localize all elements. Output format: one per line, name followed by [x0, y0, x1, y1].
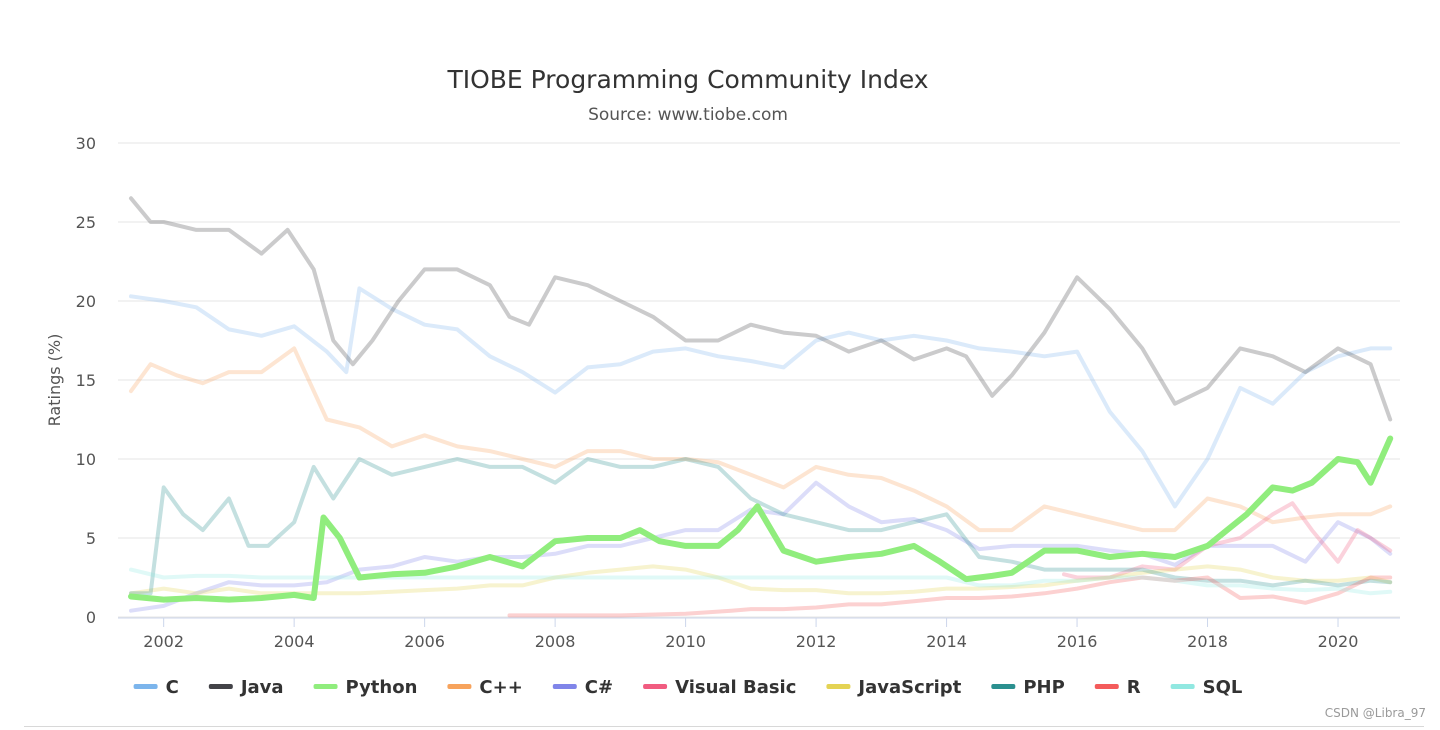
y-tick-label: 15	[76, 371, 96, 390]
x-tick-label: 2020	[1318, 632, 1359, 651]
x-tick-label: 2002	[143, 632, 184, 651]
y-tick-label: 25	[76, 213, 96, 232]
grid-lines	[118, 142, 1400, 618]
x-tick-label: 2014	[926, 632, 967, 651]
series-line-r[interactable]	[507, 575, 1393, 618]
legend-swatch[interactable]	[643, 684, 668, 689]
chart-subtitle: Source: www.tiobe.com	[588, 105, 788, 125]
legend-swatch[interactable]	[447, 684, 472, 689]
legend-label-visual-basic[interactable]: Visual Basic	[675, 677, 796, 698]
series-line-python[interactable]	[128, 435, 1394, 603]
series-line-c-[interactable]	[129, 346, 1393, 533]
legend: C Java Python C++ C# Visual Basic JavaScript PH…	[133, 677, 1243, 698]
series-line-visual-basic[interactable]	[1062, 501, 1393, 580]
y-tick-label: 10	[76, 450, 96, 469]
legend-label-r[interactable]: R	[1127, 677, 1141, 698]
x-tick-label: 2012	[796, 632, 837, 651]
y-tick-label: 30	[76, 134, 96, 153]
legend-swatch[interactable]	[1170, 684, 1195, 689]
series-line-javascript[interactable]	[129, 564, 1393, 596]
series-line-c[interactable]	[129, 286, 1393, 509]
legend-label-c-[interactable]: C#	[585, 677, 613, 698]
x-axis: 2002 2004 2006 2008 2010 2012 2014 2016 2018 2020	[118, 617, 1400, 651]
series-line-php[interactable]	[129, 457, 1393, 596]
legend-label-php[interactable]: PHP	[1023, 677, 1064, 698]
y-tick-label: 5	[86, 529, 96, 548]
legend-label-javascript[interactable]: JavaScript	[856, 677, 961, 698]
x-tick-label: 2010	[665, 632, 706, 651]
series-line-sql[interactable]	[129, 567, 1393, 596]
x-tick-label: 2006	[404, 632, 445, 651]
x-tick-label: 2004	[274, 632, 315, 651]
x-tick-label: 2008	[535, 632, 576, 651]
legend-label-python[interactable]: Python	[346, 677, 418, 698]
y-axis-label: Ratings (%)	[45, 334, 64, 427]
legend-label-c-[interactable]: C++	[479, 677, 522, 698]
y-axis-ticks: 0 5 10 15 20 25 30	[76, 134, 96, 627]
chart-title: TIOBE Programming Community Index	[446, 65, 928, 94]
legend-swatch[interactable]	[313, 684, 338, 689]
legend-label-c[interactable]: C	[166, 677, 179, 698]
y-tick-label: 20	[76, 292, 96, 311]
legend-label-java[interactable]: Java	[239, 677, 284, 698]
legend-swatch[interactable]	[991, 684, 1016, 689]
series-line-java[interactable]	[129, 196, 1393, 422]
legend-label-sql[interactable]: SQL	[1203, 677, 1243, 698]
legend-swatch[interactable]	[826, 684, 851, 689]
y-tick-label: 0	[86, 608, 96, 627]
series-lines	[128, 196, 1394, 618]
legend-swatch[interactable]	[133, 684, 158, 689]
divider	[24, 726, 1424, 727]
legend-swatch[interactable]	[208, 684, 233, 689]
watermark: CSDN @Libra_97	[1324, 706, 1426, 720]
x-tick-label: 2018	[1187, 632, 1228, 651]
legend-swatch[interactable]	[1094, 684, 1119, 689]
x-tick-label: 2016	[1057, 632, 1098, 651]
series-line-c-[interactable]	[129, 480, 1393, 613]
legend-swatch[interactable]	[552, 684, 577, 689]
